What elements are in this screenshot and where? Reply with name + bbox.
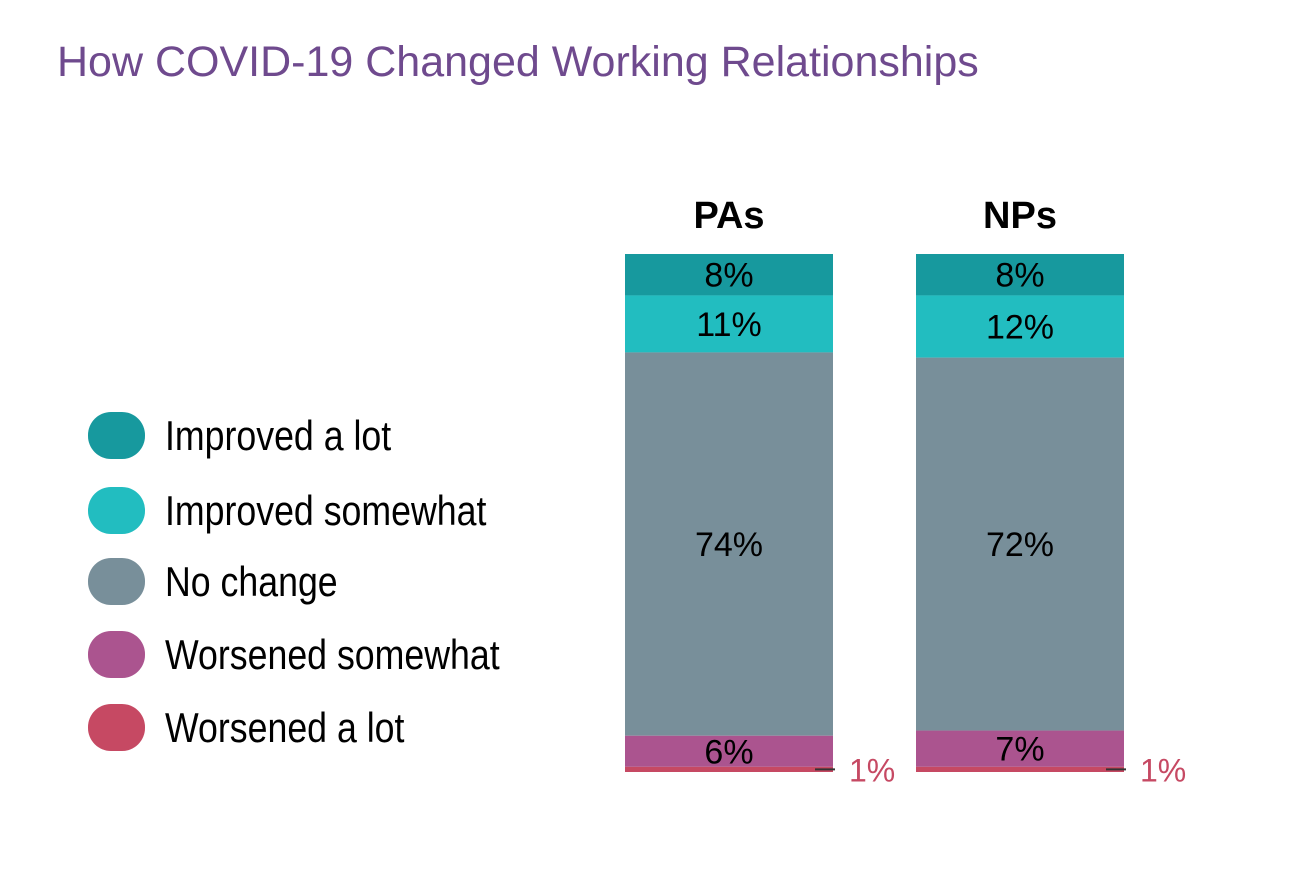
data-label: 74% bbox=[695, 526, 763, 564]
bar-segment-pas-4 bbox=[625, 766, 833, 772]
chart-title: How COVID-19 Changed Working Relationshi… bbox=[57, 38, 979, 86]
data-label: 72% bbox=[986, 526, 1054, 564]
legend-label: Improved a lot bbox=[165, 413, 391, 459]
bar-segment-nps-1 bbox=[916, 295, 1124, 358]
legend-label: No change bbox=[165, 559, 338, 605]
data-label: 12% bbox=[986, 309, 1054, 347]
bar-segment-pas-1 bbox=[625, 295, 833, 353]
category-label: PAs bbox=[693, 195, 764, 237]
legend-swatch bbox=[88, 412, 145, 459]
category-label: NPs bbox=[983, 195, 1057, 237]
bar-segment-nps-2 bbox=[916, 357, 1124, 731]
legend-label: Improved somewhat bbox=[165, 488, 487, 534]
bar-segment-nps-0 bbox=[916, 254, 1124, 296]
legend-swatch bbox=[88, 631, 145, 678]
data-label: 8% bbox=[704, 257, 753, 295]
legend-label: Worsened a lot bbox=[165, 705, 405, 751]
data-label: 11% bbox=[696, 306, 762, 344]
legend-label: Worsened somewhat bbox=[165, 632, 500, 678]
bar-segment-nps-4 bbox=[916, 766, 1124, 772]
data-label: 8% bbox=[995, 257, 1044, 295]
data-label: 6% bbox=[704, 733, 753, 771]
bar-segment-nps-3 bbox=[916, 730, 1124, 767]
legend-swatch bbox=[88, 704, 145, 751]
legend-swatch bbox=[88, 487, 145, 534]
data-label-outside: 1% bbox=[849, 752, 895, 788]
legend-swatch bbox=[88, 558, 145, 605]
data-label: 7% bbox=[995, 731, 1044, 769]
bar-segment-pas-0 bbox=[625, 254, 833, 296]
bar-segment-pas-3 bbox=[625, 735, 833, 767]
data-label-outside: 1% bbox=[1140, 752, 1186, 788]
bar-segment-pas-2 bbox=[625, 352, 833, 736]
